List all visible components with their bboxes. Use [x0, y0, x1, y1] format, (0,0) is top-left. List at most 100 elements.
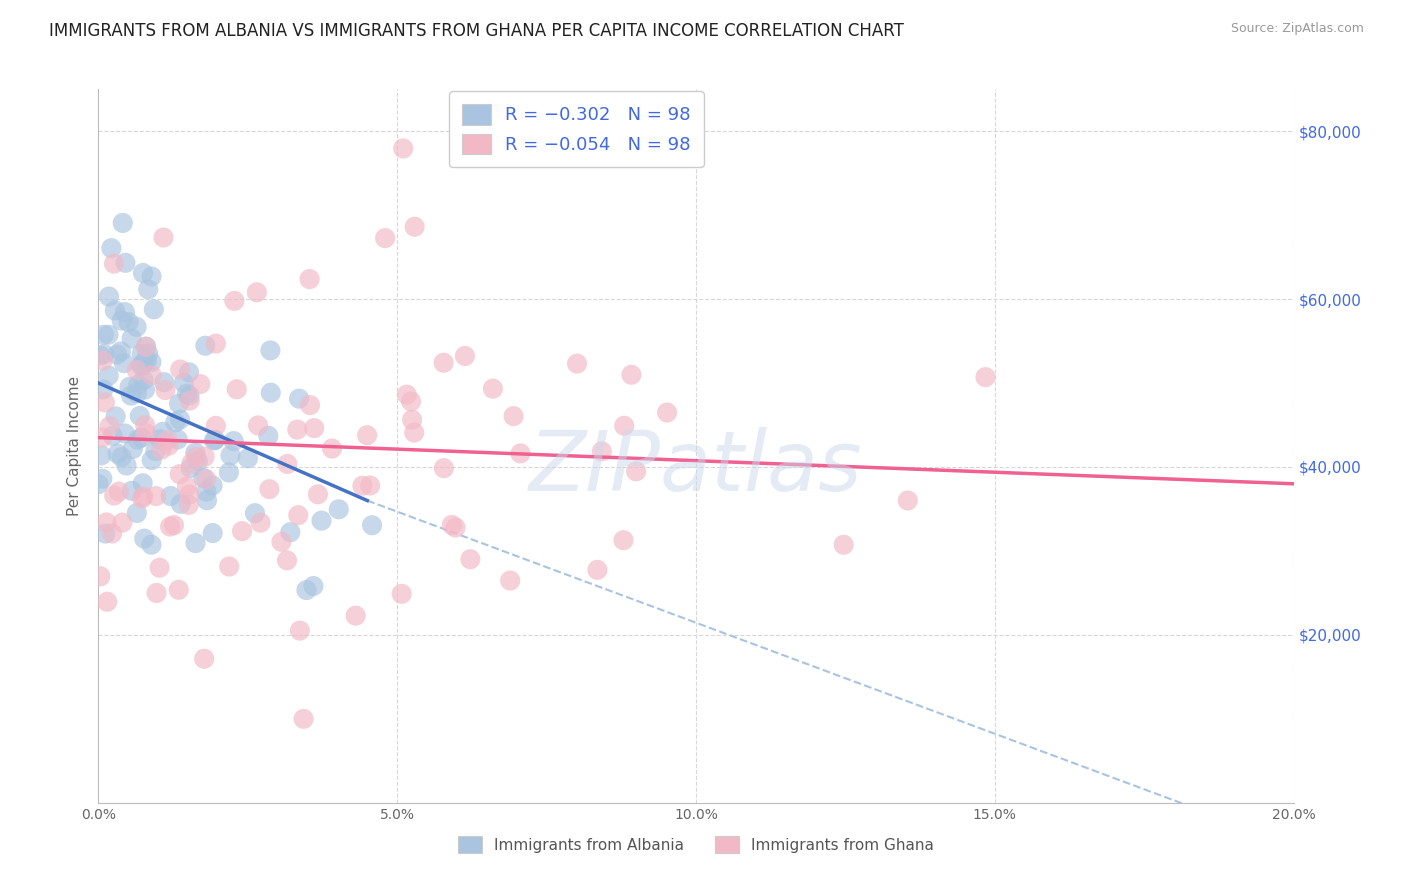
Point [509, 446, 531, 460]
Point [145, 444, 167, 458]
Point [224, 293, 246, 308]
Point [201, 478, 224, 492]
Point [110, 344, 132, 359]
Point [135, 340, 157, 354]
Point [153, 375, 176, 389]
Point [129, 359, 152, 373]
Point [141, 453, 163, 467]
Point [112, 356, 135, 370]
Point [96, 516, 118, 530]
Point [391, 587, 413, 601]
Point [195, 484, 218, 499]
Point [141, 538, 163, 552]
Point [128, 409, 150, 423]
Point [201, 526, 224, 541]
Point [270, 534, 292, 549]
Point [204, 433, 226, 447]
Point [110, 450, 132, 464]
Point [482, 382, 505, 396]
Point [321, 442, 343, 456]
Point [114, 426, 136, 441]
Point [125, 319, 148, 334]
Point [169, 412, 191, 426]
Point [108, 484, 131, 499]
Point [91, 472, 114, 486]
Point [276, 457, 298, 471]
Point [176, 480, 198, 494]
Point [195, 493, 218, 508]
Point [205, 418, 228, 433]
Point [194, 339, 217, 353]
Point [170, 497, 193, 511]
Point [117, 315, 139, 329]
Point [91, 383, 114, 397]
Point [392, 141, 415, 155]
Point [159, 489, 181, 503]
Point [195, 472, 218, 486]
Point [155, 383, 177, 397]
Point [152, 425, 174, 439]
Point [111, 313, 134, 327]
Point [179, 388, 201, 402]
Point [135, 354, 157, 368]
Point [94, 395, 117, 409]
Point [399, 394, 422, 409]
Point [259, 343, 281, 358]
Point [118, 380, 141, 394]
Point [444, 520, 467, 534]
Point [136, 282, 159, 296]
Point [454, 349, 477, 363]
Point [433, 356, 456, 370]
Point [157, 439, 180, 453]
Point [177, 498, 200, 512]
Point [586, 563, 609, 577]
Point [98, 289, 121, 303]
Point [136, 346, 159, 360]
Point [120, 389, 142, 403]
Point [169, 467, 191, 482]
Point [295, 582, 318, 597]
Point [132, 266, 155, 280]
Point [288, 624, 311, 638]
Point [307, 487, 329, 501]
Point [121, 442, 143, 456]
Point [163, 518, 186, 533]
Point [285, 423, 308, 437]
Point [180, 461, 202, 475]
Point [188, 377, 211, 392]
Point [352, 479, 374, 493]
Point [591, 444, 613, 458]
Point [218, 559, 240, 574]
Point [152, 230, 174, 244]
Point [89, 569, 111, 583]
Point [361, 518, 384, 533]
Point [404, 425, 426, 440]
Point [276, 553, 298, 567]
Point [177, 365, 200, 379]
Point [145, 489, 167, 503]
Point [89, 349, 111, 363]
Point [173, 376, 195, 390]
Point [359, 478, 381, 492]
Point [167, 582, 190, 597]
Point [218, 466, 240, 480]
Point [111, 516, 134, 530]
Point [145, 586, 167, 600]
Point [156, 434, 179, 448]
Point [395, 387, 418, 401]
Point [91, 430, 114, 444]
Text: Source: ZipAtlas.com: Source: ZipAtlas.com [1230, 22, 1364, 36]
Point [404, 219, 426, 234]
Point [179, 487, 201, 501]
Point [620, 368, 643, 382]
Point [222, 434, 245, 448]
Point [832, 538, 855, 552]
Point [897, 493, 920, 508]
Point [236, 451, 259, 466]
Point [135, 425, 157, 440]
Point [257, 429, 280, 443]
Point [231, 524, 253, 538]
Point [132, 373, 155, 387]
Point [134, 354, 156, 368]
Point [107, 447, 129, 461]
